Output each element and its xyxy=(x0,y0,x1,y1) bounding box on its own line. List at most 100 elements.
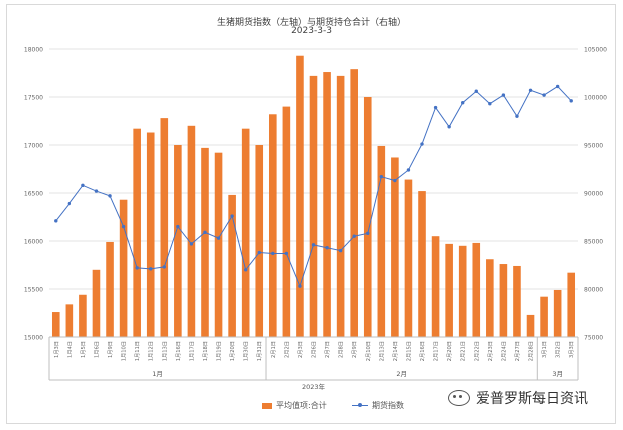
line-point xyxy=(121,224,126,229)
line-point xyxy=(298,284,302,288)
category-tick-label: 1月9日 xyxy=(107,341,114,358)
bar xyxy=(119,199,128,337)
bar xyxy=(526,314,535,337)
line-point xyxy=(569,99,573,103)
bar xyxy=(296,55,304,337)
bar xyxy=(567,272,576,337)
legend-line-label: 期货指数 xyxy=(372,401,404,410)
line-point xyxy=(271,251,275,256)
bar xyxy=(133,128,141,337)
left-tick-label: 16000 xyxy=(24,239,43,246)
category-tick-label: 2月13日 xyxy=(378,341,385,361)
bar xyxy=(228,194,236,337)
bar xyxy=(431,236,440,337)
line-point xyxy=(420,142,424,146)
category-tick-label: 1月17日 xyxy=(188,341,195,361)
legend-line-swatch xyxy=(352,403,368,407)
left-tick-label: 16500 xyxy=(24,191,43,198)
bar xyxy=(553,289,562,337)
line-point xyxy=(216,236,221,240)
category-tick-label: 2月16日 xyxy=(419,341,426,361)
category-tick-label: 2月23日 xyxy=(487,341,494,361)
line-point xyxy=(501,93,506,97)
bar xyxy=(160,118,169,338)
line-point xyxy=(542,93,546,97)
bar xyxy=(241,128,250,337)
bar xyxy=(499,264,508,337)
line-point xyxy=(284,251,289,256)
bar xyxy=(458,245,467,337)
line-point xyxy=(528,88,533,92)
category-tick-label: 2月9日 xyxy=(351,341,358,358)
line-point xyxy=(67,201,72,206)
bar xyxy=(309,75,318,337)
bar xyxy=(214,152,223,337)
line-point xyxy=(461,101,465,105)
bar xyxy=(513,265,521,337)
category-tick-label: 1月20日 xyxy=(229,341,236,361)
category-tick-label: 2月15日 xyxy=(405,341,412,361)
month-label: 1月 xyxy=(152,370,163,378)
line-point xyxy=(406,168,411,172)
left-tick-label: 15000 xyxy=(24,335,43,342)
bar xyxy=(255,145,264,337)
bar xyxy=(391,157,399,337)
category-tick-label: 2月21日 xyxy=(460,341,467,361)
bar xyxy=(51,312,60,337)
line-point xyxy=(366,231,370,236)
category-tick-label: 2月2日 xyxy=(283,341,290,358)
line-point xyxy=(108,194,112,198)
legend-item-bar: 平均值项:合计 xyxy=(262,400,327,411)
right-tick-label: 100000 xyxy=(584,95,607,102)
line-point xyxy=(203,230,207,235)
right-tick-label: 90000 xyxy=(584,191,603,198)
line-point xyxy=(379,174,384,179)
line-point xyxy=(488,102,492,106)
bar xyxy=(282,106,291,337)
category-tick-label: 2月3日 xyxy=(297,341,304,358)
category-tick-label: 2月24日 xyxy=(500,341,507,361)
category-tick-label: 2月27日 xyxy=(514,341,521,361)
category-tick-label: 1月16日 xyxy=(175,341,182,361)
line-point xyxy=(149,267,153,271)
line-point xyxy=(135,266,139,270)
category-tick-label: 1月6日 xyxy=(93,341,100,358)
line-point xyxy=(393,178,397,183)
month-label: 3月 xyxy=(552,370,563,378)
line-point xyxy=(555,84,560,89)
year-label: 2023年 xyxy=(302,382,326,391)
right-tick-label: 75000 xyxy=(584,335,603,342)
category-tick-label: 1月10日 xyxy=(121,341,128,361)
bar xyxy=(106,241,114,337)
category-tick-label: 3月1日 xyxy=(541,341,548,358)
left-tick-label: 18000 xyxy=(24,47,43,54)
category-tick-label: 3月3日 xyxy=(568,341,575,358)
left-tick-label: 17000 xyxy=(24,143,43,150)
right-tick-label: 105000 xyxy=(584,47,607,54)
legend-bar-label: 平均值项:合计 xyxy=(276,401,327,410)
category-tick-label: 1月5日 xyxy=(80,341,87,358)
bar xyxy=(418,191,426,337)
category-tick-label: 1月11日 xyxy=(134,341,141,361)
category-tick-label: 2月7日 xyxy=(324,341,331,358)
line-point xyxy=(447,125,451,129)
line-point xyxy=(515,114,519,118)
bar xyxy=(445,243,453,337)
legend-item-line: 期货指数 xyxy=(352,400,404,411)
category-tick-label: 2月20日 xyxy=(446,341,453,361)
bar xyxy=(363,97,372,337)
category-tick-label: 1月30日 xyxy=(243,341,250,361)
line-point xyxy=(94,189,99,193)
legend-bar-swatch xyxy=(262,402,272,409)
category-tick-label: 2月22日 xyxy=(473,341,480,361)
right-tick-label: 80000 xyxy=(584,287,603,294)
category-tick-label: 2月28日 xyxy=(528,341,535,361)
category-tick-label: 3月2日 xyxy=(555,341,562,358)
line-point xyxy=(54,219,58,223)
bar xyxy=(486,259,494,337)
bar xyxy=(146,132,155,337)
line-point xyxy=(257,250,261,255)
bar xyxy=(350,69,358,337)
bar xyxy=(377,145,386,337)
